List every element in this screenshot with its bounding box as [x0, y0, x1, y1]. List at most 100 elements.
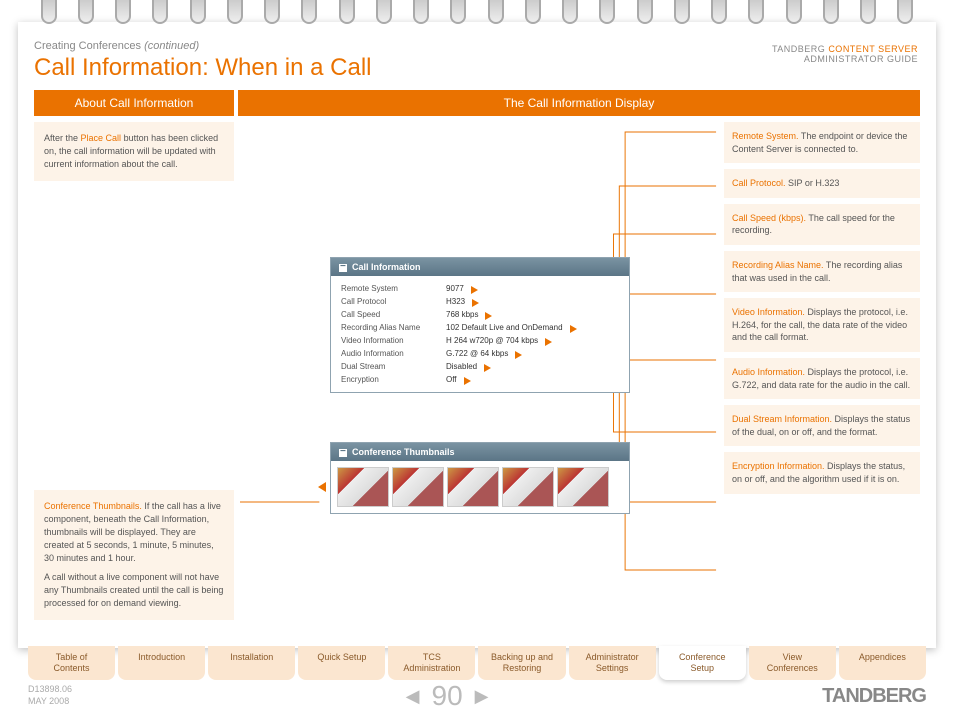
page-number: 90 [432, 680, 463, 712]
row-value: 768 kbps [446, 310, 478, 319]
row-label: Encryption [341, 375, 446, 384]
nav-tab[interactable]: Table ofContents [28, 646, 115, 680]
logo: TANDBERG [822, 685, 926, 708]
nav-tab[interactable]: Introduction [118, 646, 205, 680]
nav-tab[interactable]: ConferenceSetup [659, 646, 746, 680]
footer: D13898.06 MAY 2008 ◀ 90 ▶ TANDBERG [28, 680, 926, 712]
about-box: After the Place Call button has been cli… [34, 122, 234, 181]
row-value: 102 Default Live and OnDemand [446, 323, 563, 332]
callout-box: Audio Information. Displays the protocol… [724, 358, 920, 399]
header-about: About Call Information [34, 90, 234, 116]
left-spacer [34, 187, 234, 483]
arrow-right-icon [464, 377, 471, 385]
callout-title: Audio Information. [732, 367, 805, 377]
spiral-binding [30, 0, 924, 30]
section-headers: About Call Information The Call Informat… [34, 90, 920, 116]
call-info-title: Call Information [352, 262, 421, 272]
callout-box: Encryption Information. Displays the sta… [724, 452, 920, 493]
callout-box: Recording Alias Name. The recording alia… [724, 251, 920, 292]
call-info-row: Call Speed768 kbps [341, 308, 619, 321]
doc-id: D13898.06 MAY 2008 [28, 684, 72, 707]
collapse-icon[interactable] [339, 264, 347, 272]
brand-sub: ADMINISTRATOR GUIDE [804, 54, 918, 64]
thumbnail[interactable] [447, 467, 499, 507]
thumbnails-note: Conference Thumbnails. If the call has a… [34, 490, 234, 620]
nav-tab[interactable]: Appendices [839, 646, 926, 680]
page-container: Creating Conferences (continued) Call In… [18, 22, 936, 648]
thumbnote-p2: A call without a live component will not… [44, 571, 224, 610]
brand-tag: TANDBERG CONTENT SERVER ADMINISTRATOR GU… [772, 44, 918, 64]
diagram-area: Call Information Remote System9077Call P… [240, 122, 718, 620]
callout-title: Dual Stream Information. [732, 414, 832, 424]
callout-box: Video Information. Displays the protocol… [724, 298, 920, 352]
left-column: After the Place Call button has been cli… [34, 122, 234, 620]
doc-number: D13898.06 [28, 684, 72, 694]
prev-page-icon[interactable]: ◀ [406, 686, 420, 707]
brand-product: CONTENT SERVER [828, 44, 918, 54]
nav-tab[interactable]: AdministratorSettings [569, 646, 656, 680]
callout-title: Call Protocol. [732, 178, 786, 188]
callout-title: Video Information. [732, 307, 805, 317]
callout-title: Call Speed (kbps). [732, 213, 806, 223]
call-info-rows: Remote System9077Call ProtocolH323Call S… [331, 276, 629, 392]
header-display: The Call Information Display [238, 90, 920, 116]
pager: ◀ 90 ▶ [406, 680, 489, 712]
callout-box: Call Protocol. SIP or H.323 [724, 169, 920, 198]
row-label: Video Information [341, 336, 446, 345]
brand-name: TANDBERG [772, 44, 825, 54]
row-value: G.722 @ 64 kbps [446, 349, 508, 358]
call-info-row: Call ProtocolH323 [341, 295, 619, 308]
callout-title: Encryption Information. [732, 461, 825, 471]
row-value: H323 [446, 297, 465, 306]
conf-thumbs-title: Conference Thumbnails [352, 447, 455, 457]
thumbnails-row [331, 461, 629, 513]
call-info-row: Remote System9077 [341, 282, 619, 295]
call-info-row: Audio InformationG.722 @ 64 kbps [341, 347, 619, 360]
conf-thumbs-head[interactable]: Conference Thumbnails [331, 443, 629, 461]
row-label: Call Protocol [341, 297, 446, 306]
thumbnail[interactable] [557, 467, 609, 507]
arrow-right-icon [545, 338, 552, 346]
row-label: Remote System [341, 284, 446, 293]
arrow-right-icon [471, 286, 478, 294]
collapse-icon[interactable] [339, 449, 347, 457]
thumbnail[interactable] [337, 467, 389, 507]
thumbnail[interactable] [392, 467, 444, 507]
callout-box: Remote System. The endpoint or device th… [724, 122, 920, 163]
breadcrumb-section: Creating Conferences [34, 40, 141, 52]
nav-tab[interactable]: TCSAdministration [388, 646, 475, 680]
arrow-right-icon [515, 351, 522, 359]
about-hl: Place Call [81, 133, 122, 143]
row-label: Dual Stream [341, 362, 446, 371]
arrow-right-icon [570, 325, 577, 333]
call-info-row: Video InformationH 264 w720p @ 704 kbps [341, 334, 619, 347]
nav-tab[interactable]: Installation [208, 646, 295, 680]
callout-text: SIP or H.323 [786, 178, 840, 188]
call-info-head[interactable]: Call Information [331, 258, 629, 276]
doc-date: MAY 2008 [28, 696, 69, 706]
callout-title: Recording Alias Name. [732, 260, 824, 270]
conf-thumbs-panel: Conference Thumbnails [330, 442, 630, 514]
callout-title: Remote System. [732, 131, 799, 141]
arrow-right-icon [485, 312, 492, 320]
row-label: Audio Information [341, 349, 446, 358]
call-info-row: Recording Alias Name102 Default Live and… [341, 321, 619, 334]
row-value: H 264 w720p @ 704 kbps [446, 336, 538, 345]
thumbnote-hl: Conference Thumbnails. [44, 501, 142, 511]
callout-box: Call Speed (kbps). The call speed for th… [724, 204, 920, 245]
next-page-icon[interactable]: ▶ [475, 686, 489, 707]
about-prefix: After the [44, 133, 81, 143]
arrow-left-icon [318, 482, 326, 492]
nav-tab[interactable]: Backing up andRestoring [478, 646, 565, 680]
right-column: Remote System. The endpoint or device th… [724, 122, 920, 620]
row-value: 9077 [446, 284, 464, 293]
nav-tab[interactable]: ViewConferences [749, 646, 836, 680]
row-value: Off [446, 375, 457, 384]
nav-tab[interactable]: Quick Setup [298, 646, 385, 680]
call-info-panel: Call Information Remote System9077Call P… [330, 257, 630, 393]
thumbnail[interactable] [502, 467, 554, 507]
call-info-row: Dual StreamDisabled [341, 360, 619, 373]
arrow-right-icon [484, 364, 491, 372]
breadcrumb-note: (continued) [144, 40, 199, 52]
call-info-row: EncryptionOff [341, 373, 619, 386]
